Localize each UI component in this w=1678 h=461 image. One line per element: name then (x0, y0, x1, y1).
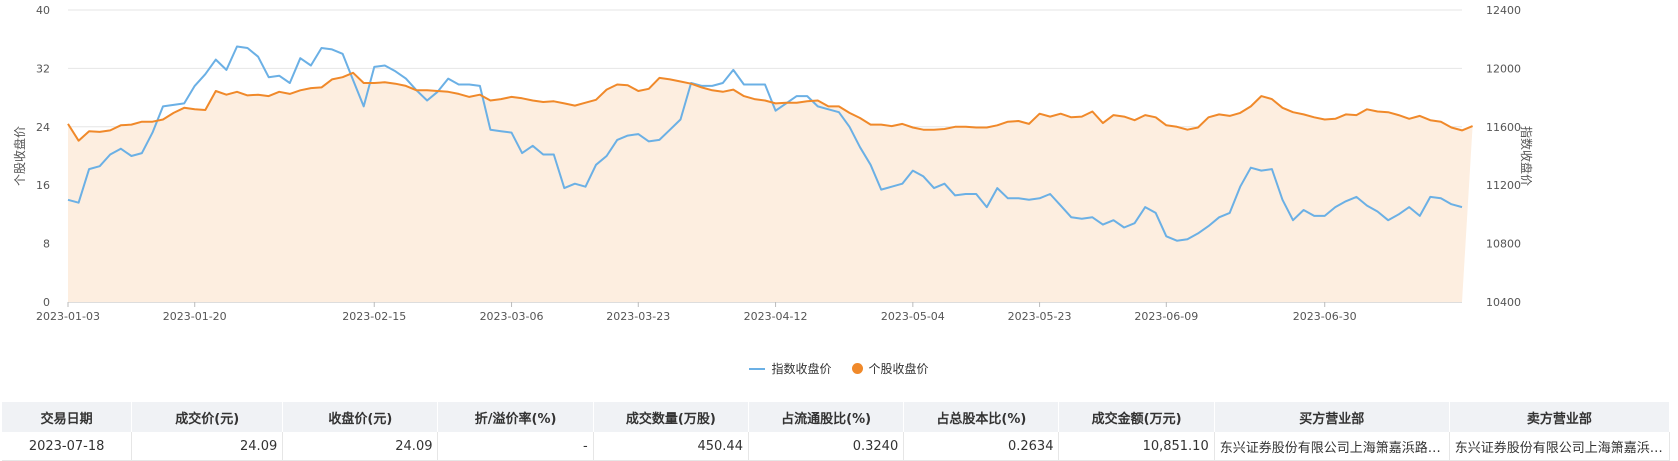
cell-volume: 450.44 (593, 432, 749, 461)
cell-close-price: 24.09 (282, 432, 439, 461)
header-trade-date[interactable]: 交易日期 (2, 402, 133, 432)
legend-label-stock: 个股收盘价 (868, 362, 929, 376)
cell-seller[interactable]: 东兴证券股份有限公司上海箫嘉浜路证券营业部 (1449, 432, 1671, 461)
right-axis-tick-label: 10400 (1486, 296, 1521, 309)
left-axis-title: 个股收盘价 (12, 126, 27, 186)
header-seller[interactable]: 卖方营业部 (1449, 402, 1671, 432)
left-axis-tick-label: 16 (36, 179, 50, 192)
x-tick-label: 2023-02-15 (342, 310, 406, 323)
cell-trade-date: 2023-07-18 (2, 432, 133, 461)
block-trade-table: 交易日期 成交价(元) 收盘价(元) 折/溢价率(%) 成交数量(万股) 占流通… (2, 402, 1671, 461)
right-axis-tick-label: 12000 (1486, 62, 1521, 75)
x-tick-label: 2023-06-30 (1293, 310, 1357, 323)
left-axis-tick-label: 0 (43, 296, 50, 309)
x-tick-label: 2023-05-23 (1008, 310, 1072, 323)
x-tick-label: 2023-01-03 (36, 310, 100, 323)
x-tick-label: 2023-03-06 (480, 310, 544, 323)
header-buyer[interactable]: 买方营业部 (1214, 402, 1450, 432)
chart-legend: 指数收盘价 个股收盘价 (0, 360, 1678, 377)
left-axis-tick-label: 24 (36, 121, 50, 134)
x-tick-label: 2023-04-12 (744, 310, 808, 323)
x-tick-label: 2023-03-23 (606, 310, 670, 323)
header-volume[interactable]: 成交数量(万股) (593, 402, 749, 432)
header-trade-price[interactable]: 成交价(元) (131, 402, 284, 432)
cell-buyer[interactable]: 东兴证券股份有限公司上海箫嘉浜路证券营业部 (1214, 432, 1450, 461)
chart-area: 0 8 16 24 32 40 10400 10800 11200 11600 12000 12400… (12, 4, 1534, 323)
x-tick-label: 2023-05-04 (881, 310, 945, 323)
header-float-ratio[interactable]: 占流通股比(%) (748, 402, 905, 432)
legend-line-icon (749, 367, 766, 370)
header-close-price[interactable]: 收盘价(元) (282, 402, 439, 432)
cell-trade-price: 24.09 (131, 432, 284, 461)
header-premium-rate[interactable]: 折/溢价率(%) (437, 402, 594, 432)
x-tick-label: 2023-01-20 (163, 310, 227, 323)
left-axis-tick-label: 32 (36, 62, 50, 75)
index-close-line (67, 45, 1463, 242)
right-axis-tick-label: 12400 (1486, 4, 1521, 17)
right-axis-tick-label: 11600 (1486, 121, 1521, 134)
stock-price-area (68, 72, 1473, 302)
header-total-ratio[interactable]: 占总股本比(%) (903, 402, 1060, 432)
legend-item-index[interactable]: 指数收盘价 (749, 360, 832, 377)
left-axis-tick-label: 40 (36, 4, 50, 17)
cell-amount: 10,851.10 (1058, 432, 1215, 461)
left-axis-tick-label: 8 (43, 238, 50, 251)
right-axis-title: 指数收盘价 (1519, 126, 1534, 186)
table-header-row: 交易日期 成交价(元) 收盘价(元) 折/溢价率(%) 成交数量(万股) 占流通… (2, 402, 1671, 432)
cell-total-ratio: 0.2634 (903, 432, 1060, 461)
price-chart: 0 8 16 24 32 40 10400 10800 11200 11600 12000 12400… (12, 4, 1534, 323)
cell-premium-rate: - (437, 432, 594, 461)
stock-close-line (67, 71, 1473, 142)
legend-label-index: 指数收盘价 (771, 362, 832, 376)
x-tick-label: 2023-06-09 (1134, 310, 1198, 323)
right-axis-tick-label: 11200 (1486, 179, 1521, 192)
right-axis-tick-label: 10800 (1486, 238, 1521, 251)
table-row[interactable]: 2023-07-18 24.09 24.09 - 450.44 0.3240 0… (2, 432, 1671, 461)
legend-dot-icon (851, 363, 863, 374)
cell-float-ratio: 0.3240 (748, 432, 905, 461)
header-amount[interactable]: 成交金额(万元) (1058, 402, 1215, 432)
legend-item-stock[interactable]: 个股收盘价 (851, 360, 929, 377)
